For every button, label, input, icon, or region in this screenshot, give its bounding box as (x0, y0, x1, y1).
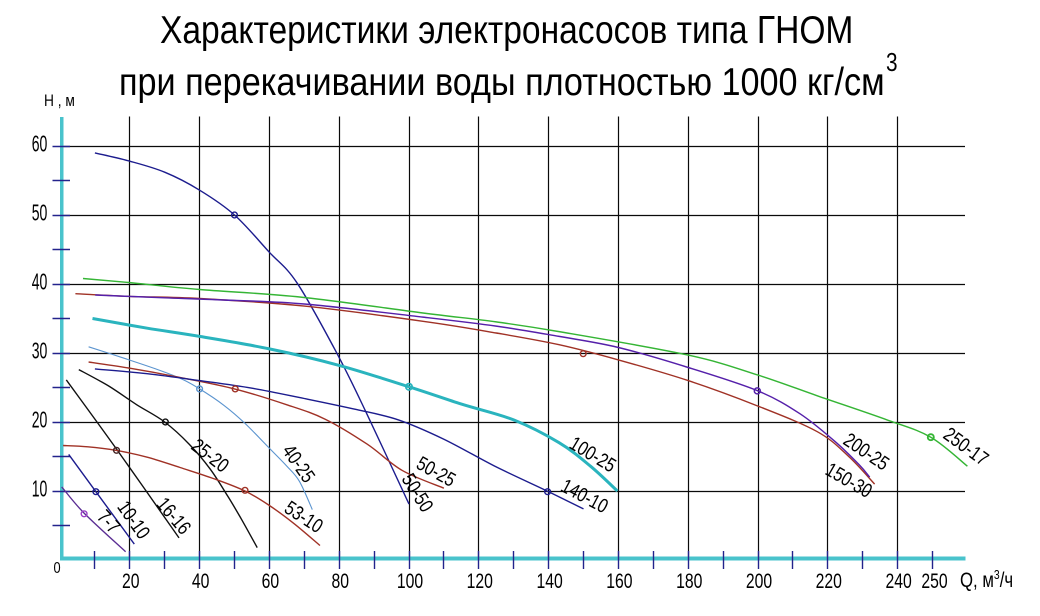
svg-text:20: 20 (122, 569, 140, 593)
svg-text:0: 0 (53, 560, 60, 578)
svg-text:40: 40 (32, 270, 48, 295)
svg-text:220: 220 (816, 569, 842, 593)
svg-text:20: 20 (32, 408, 48, 433)
svg-text:Q, м3/ч: Q, м3/ч (960, 568, 1013, 593)
svg-text:60: 60 (32, 132, 48, 157)
svg-text:10: 10 (32, 477, 48, 502)
svg-text:при перекачивании воды плотнос: при перекачивании воды плотностью 1000 к… (119, 60, 885, 104)
svg-text:200: 200 (746, 569, 772, 593)
svg-text:Характеристики электронасосов: Характеристики электронасосов типа ГНОМ (160, 8, 853, 52)
svg-text:50: 50 (32, 201, 48, 226)
svg-text:100: 100 (397, 569, 423, 593)
svg-text:140: 140 (536, 569, 562, 593)
svg-text:160: 160 (606, 569, 632, 593)
svg-text:60: 60 (262, 569, 280, 593)
svg-text:120: 120 (467, 569, 493, 593)
svg-text:H , м: H , м (44, 92, 75, 111)
svg-text:30: 30 (32, 339, 48, 364)
svg-text:240: 240 (885, 569, 911, 593)
svg-text:3: 3 (886, 48, 898, 77)
svg-text:250: 250 (921, 569, 947, 593)
svg-text:40: 40 (192, 569, 210, 593)
svg-text:80: 80 (331, 569, 349, 593)
svg-text:180: 180 (676, 569, 702, 593)
